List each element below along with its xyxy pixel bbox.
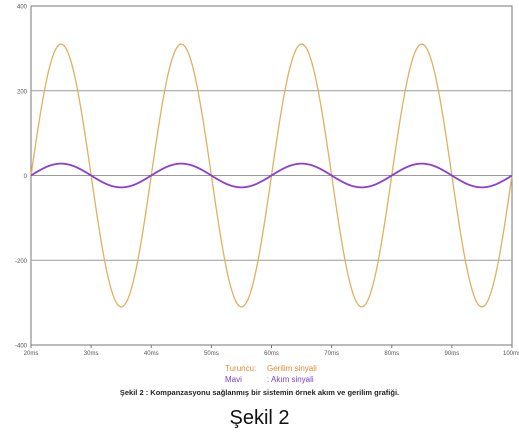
x-tick-label: 60ms [264, 351, 279, 357]
legend-voltage-key: Turuncu: [225, 364, 257, 373]
x-tick-label: 30ms [84, 351, 99, 357]
x-axis-ticks: 20ms 30ms 40ms 50ms 60ms 70ms 80ms 90ms 100ms [24, 345, 519, 357]
series-line-current [30, 162, 513, 189]
x-tick-label: 100ms [503, 351, 519, 357]
x-tick-label: 70ms [324, 351, 339, 357]
x-tick-label: 20ms [24, 351, 39, 357]
y-axis-ticks: -400 -200 0 200 400 [15, 5, 28, 350]
x-tick-label: 90ms [445, 351, 460, 357]
legend-current-label: : Akım sinyali [267, 375, 314, 384]
y-tick-label: 0 [24, 174, 28, 180]
legend-current-key: Mavi [225, 375, 242, 384]
x-tick-label: 40ms [144, 351, 159, 357]
chart: -400 -200 0 200 400 20ms 30ms 40ms 50ms 60ms 70ms… [15, 5, 519, 358]
figure-caption: Şekil 2 [229, 407, 290, 429]
x-tick-label: 50ms [204, 351, 219, 357]
y-tick-label: 400 [17, 5, 28, 11]
y-tick-label: -200 [15, 259, 28, 265]
legend-voltage-label: Gerilim sinyali [267, 364, 317, 373]
y-tick-label: 200 [17, 89, 28, 95]
y-tick-label: -400 [15, 344, 28, 350]
figure-note: Şekil 2 : Kompanzasyonu sağlanmış bir si… [119, 388, 400, 397]
x-tick-label: 80ms [384, 351, 399, 357]
legend-item-current: Mavi : Akım sinyali [225, 375, 314, 384]
series-layer [30, 43, 513, 308]
legend-item-voltage: Turuncu: Gerilim sinyali [225, 364, 317, 373]
